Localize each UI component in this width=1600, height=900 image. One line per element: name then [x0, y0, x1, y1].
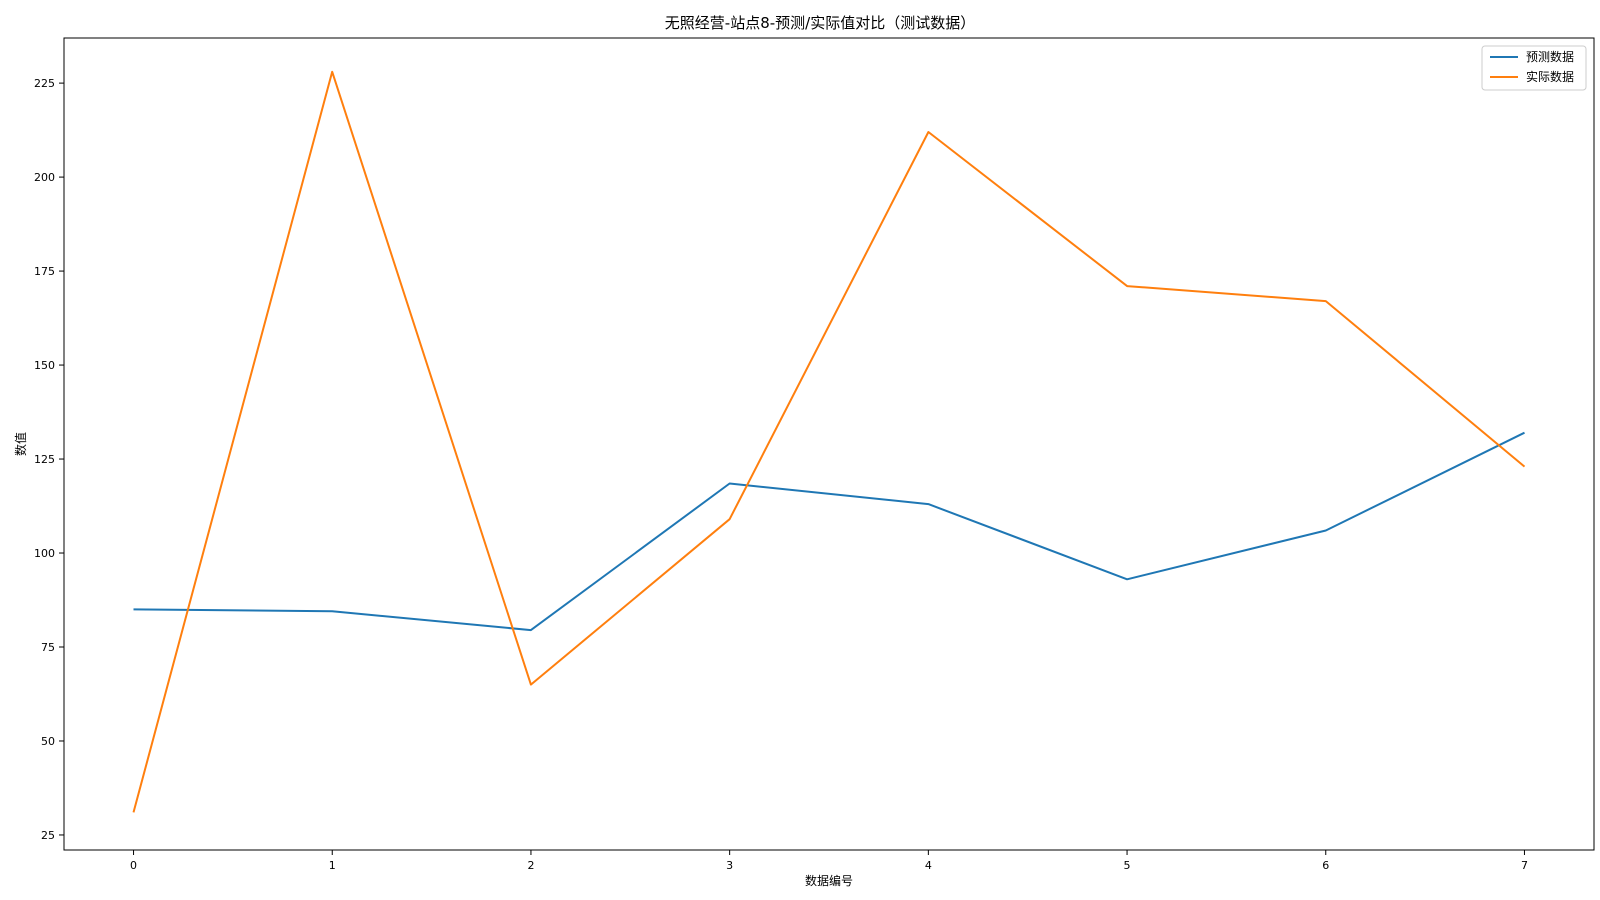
y-tick-label: 150: [34, 359, 55, 372]
legend: 预测数据 实际数据: [1481, 45, 1587, 91]
y-tick-label: 175: [34, 265, 55, 278]
y-tick-label: 125: [34, 453, 55, 466]
y-tick-label: 75: [41, 641, 55, 654]
chart-title: 无照经营-站点8-预测/实际值对比（测试数据）: [665, 14, 975, 32]
y-tick-label: 50: [41, 735, 55, 748]
x-tick-label: 7: [1521, 859, 1528, 872]
x-tick-label: 6: [1322, 859, 1329, 872]
y-tick-label: 225: [34, 77, 55, 90]
series-line-1: [132, 70, 1526, 813]
series-lines: [132, 70, 1526, 813]
y-tick-label: 25: [41, 829, 55, 842]
x-tick-label: 5: [1124, 859, 1131, 872]
plot-area: [63, 37, 1595, 851]
y-axis-label: 数值: [13, 432, 28, 456]
series-line-0: [133, 431, 1525, 632]
legend-label-actual: 实际数据: [1526, 69, 1574, 84]
x-axis-label: 数据编号: [805, 873, 853, 888]
legend-label-predicted: 预测数据: [1526, 49, 1574, 64]
x-tick-label: 2: [527, 859, 534, 872]
x-tick-label: 1: [329, 859, 336, 872]
x-tick-label: 0: [130, 859, 137, 872]
y-tick-label: 100: [34, 547, 55, 560]
axis-ticks: 0 1 2 3 4 5 6 7 25 50 75 100 125 150 175 200 225: [34, 77, 1528, 872]
x-tick-label: 4: [925, 859, 932, 872]
y-tick-label: 200: [34, 171, 55, 184]
x-tick-label: 3: [726, 859, 733, 872]
